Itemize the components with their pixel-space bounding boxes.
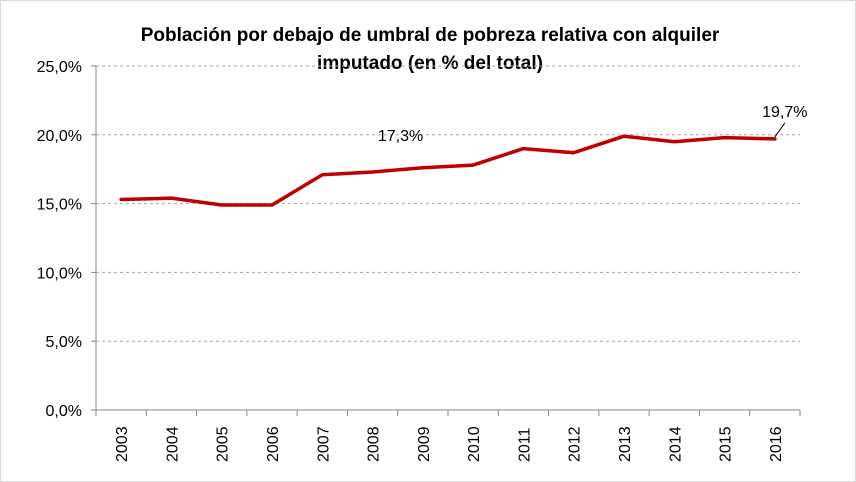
- series-line: [119, 134, 777, 207]
- x-tick-label: 2011: [516, 427, 533, 462]
- x-tick-label: 2005: [215, 426, 232, 462]
- y-tick-label: 10,0%: [37, 265, 82, 282]
- x-tick-label: 2007: [315, 426, 332, 462]
- x-tick-label: 2003: [114, 426, 131, 462]
- x-tick-label: 2016: [768, 426, 785, 462]
- chart-title: Población por debajo de umbral de pobrez…: [80, 22, 780, 78]
- x-tick-label: 2004: [164, 426, 181, 462]
- data-label: 19,7%: [762, 104, 807, 121]
- x-tick-label: 2012: [567, 426, 584, 462]
- y-tick-label: 25,0%: [37, 59, 82, 76]
- y-tick-label: 15,0%: [37, 197, 82, 214]
- chart-title-line-2: imputado (en % del total): [317, 53, 543, 74]
- x-tick-label: 2008: [366, 426, 383, 462]
- y-tick-label: 20,0%: [37, 128, 82, 145]
- x-tick-label: 2009: [416, 426, 433, 462]
- x-tick-label: 2010: [466, 426, 483, 462]
- y-tick-label: 5,0%: [46, 334, 82, 351]
- y-tick-label: 0,0%: [46, 403, 82, 420]
- data-label: 17,3%: [378, 128, 423, 145]
- x-tick-label: 2015: [718, 426, 735, 462]
- chart-title-line-1: Población por debajo de umbral de pobrez…: [140, 25, 720, 46]
- x-tick-label: 2006: [265, 426, 282, 462]
- x-tick-label: 2014: [667, 426, 684, 462]
- data-label-leader: [774, 122, 786, 138]
- x-tick-label: 2013: [617, 426, 634, 462]
